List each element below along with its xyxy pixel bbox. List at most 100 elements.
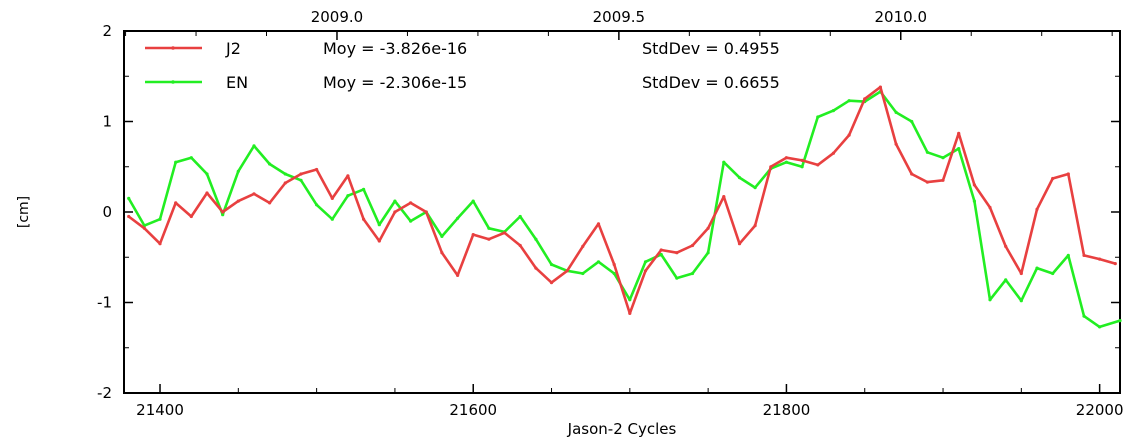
data-point xyxy=(189,214,193,219)
top-tick-label: 2010.0 xyxy=(875,8,928,26)
data-point xyxy=(612,271,616,276)
x-axis: 21400 21600 21800 22000 xyxy=(136,384,1124,419)
data-point xyxy=(659,248,663,252)
data-point xyxy=(894,142,898,146)
data-point xyxy=(440,251,444,255)
top-axis: 2009.0 2009.5 2010.0 xyxy=(125,8,1113,40)
y-axis: -2 -1 0 1 2 xyxy=(97,22,1120,402)
data-point xyxy=(628,311,632,315)
data-point xyxy=(1098,257,1102,261)
data-point xyxy=(315,203,319,207)
data-point xyxy=(158,217,162,221)
data-point xyxy=(283,181,287,185)
data-point xyxy=(127,214,131,219)
y-axis-title: [cm] xyxy=(16,196,32,228)
data-point xyxy=(534,237,538,241)
data-point xyxy=(753,186,757,190)
data-point xyxy=(236,169,240,173)
data-point xyxy=(236,199,240,203)
data-point xyxy=(581,271,585,276)
data-point xyxy=(1051,271,1055,276)
x-axis-title: Jason-2 Cycles xyxy=(567,420,677,438)
data-point xyxy=(722,195,726,199)
data-point xyxy=(299,172,303,176)
data-point xyxy=(643,260,648,264)
legend-label: J2 xyxy=(225,39,241,58)
data-point xyxy=(221,213,225,217)
legend-label: EN xyxy=(226,73,248,92)
data-point xyxy=(722,160,726,164)
data-point xyxy=(910,119,914,124)
data-point xyxy=(831,109,836,113)
data-point xyxy=(393,199,397,203)
data-point xyxy=(252,144,256,148)
x-tick-label: 21600 xyxy=(449,401,497,419)
data-point xyxy=(549,262,554,267)
data-point xyxy=(847,99,851,103)
data-point xyxy=(737,242,742,246)
data-point xyxy=(1019,299,1023,303)
data-point xyxy=(957,147,961,151)
data-point xyxy=(502,231,507,235)
data-point xyxy=(1113,262,1117,266)
legend-mean: Moy = -3.826e-16 xyxy=(323,39,467,58)
data-point xyxy=(299,178,303,182)
data-point xyxy=(769,165,773,169)
data-point xyxy=(957,131,961,135)
data-point xyxy=(847,133,851,137)
data-point xyxy=(268,162,272,166)
data-point xyxy=(878,85,883,89)
data-point xyxy=(1098,325,1102,329)
data-point xyxy=(1004,244,1008,248)
data-point xyxy=(659,252,663,257)
data-point xyxy=(534,266,538,270)
legend-stddev: StdDev = 0.6655 xyxy=(642,73,780,92)
data-point xyxy=(487,226,491,230)
data-point xyxy=(831,151,836,155)
legend-stddev: StdDev = 0.4955 xyxy=(642,39,780,58)
data-point xyxy=(737,176,742,180)
data-point xyxy=(800,165,804,169)
x-tick-label: 22000 xyxy=(1076,401,1124,419)
data-point xyxy=(910,172,914,176)
data-point xyxy=(142,226,146,230)
data-point xyxy=(346,194,350,198)
data-point xyxy=(925,150,930,154)
data-point xyxy=(941,178,945,182)
legend: J2 Moy = -3.826e-16 StdDev = 0.4955 EN Moy =… xyxy=(145,39,780,92)
data-point xyxy=(377,223,381,227)
data-point xyxy=(424,210,428,214)
top-tick-label: 2009.5 xyxy=(593,8,646,26)
data-point xyxy=(346,174,350,178)
legend-marker xyxy=(171,46,175,50)
data-point xyxy=(409,201,413,205)
data-point xyxy=(471,233,475,237)
data-point xyxy=(283,172,287,176)
data-point xyxy=(925,180,930,184)
data-point xyxy=(643,269,648,273)
y-tick-label: 0 xyxy=(102,203,112,221)
data-point xyxy=(205,172,209,176)
data-point xyxy=(315,167,319,172)
data-point xyxy=(972,183,977,187)
y-tick-label: -2 xyxy=(97,384,112,402)
data-point xyxy=(972,199,977,203)
x-tick-label: 21800 xyxy=(763,401,811,419)
data-point xyxy=(471,199,475,203)
data-point xyxy=(393,210,397,214)
data-point xyxy=(1035,266,1039,270)
data-point xyxy=(988,205,992,210)
data-point xyxy=(941,156,945,160)
series-layer xyxy=(127,85,1122,329)
data-point xyxy=(1035,207,1039,211)
data-point xyxy=(596,260,601,264)
data-point xyxy=(174,160,178,164)
data-point xyxy=(1066,253,1070,257)
data-point xyxy=(362,217,366,221)
series-line-j2 xyxy=(127,85,1116,315)
data-point xyxy=(784,160,789,164)
data-point xyxy=(377,239,381,243)
y-tick-label: 1 xyxy=(102,113,112,131)
data-point xyxy=(565,269,569,273)
top-tick-label: 2009.0 xyxy=(311,8,364,26)
